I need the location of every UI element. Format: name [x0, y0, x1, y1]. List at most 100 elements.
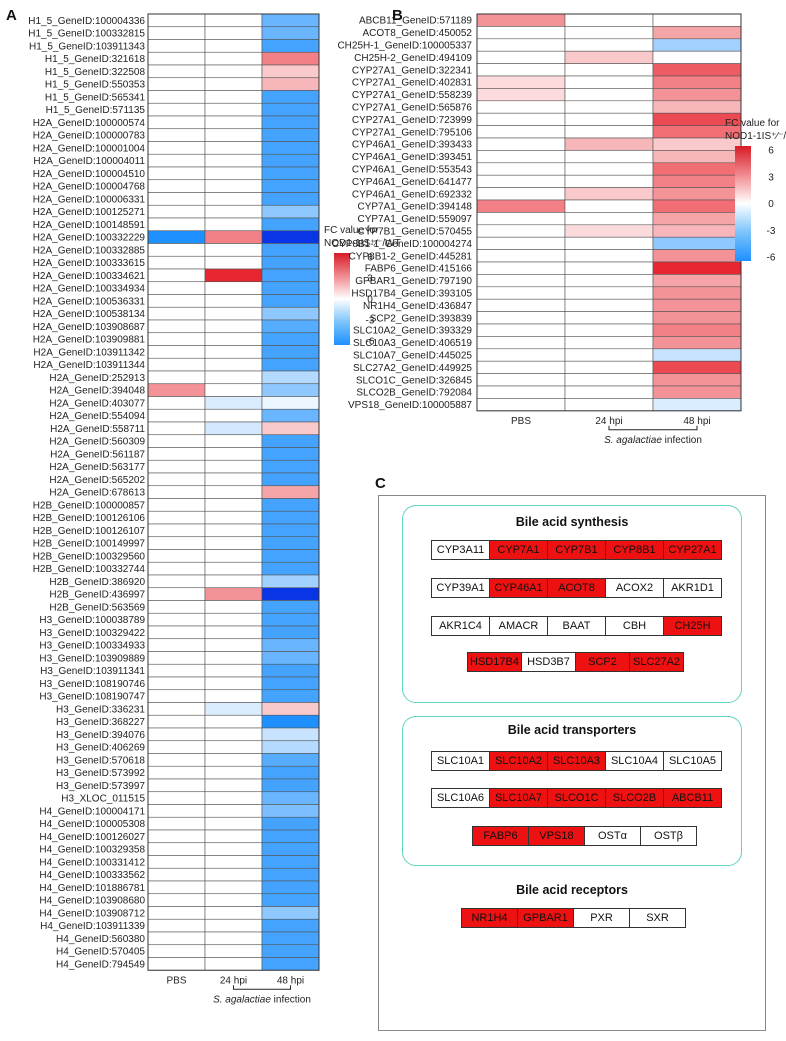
- heat-cell: [476, 311, 566, 325]
- heat-cell: [204, 829, 263, 844]
- heat-cell: [204, 128, 263, 142]
- heat-cell: [564, 236, 654, 250]
- heat-cell: [564, 373, 654, 387]
- heat-cell: [147, 867, 206, 882]
- heat-cell: [147, 702, 206, 716]
- gene-box: GPBAR1: [517, 908, 574, 928]
- column-label: PBS: [166, 975, 186, 986]
- row-label: H2A_GeneID:100332885: [33, 245, 146, 256]
- heat-cell: [147, 893, 206, 907]
- row-label: H4_GeneID:560380: [56, 934, 145, 945]
- heat-cell: [261, 345, 320, 359]
- heat-cell: [147, 255, 206, 270]
- panel-c-frame: [378, 495, 766, 1031]
- heat-cell: [147, 64, 206, 79]
- row-label: H4_GeneID:103908680: [39, 896, 145, 907]
- heat-cell: [652, 286, 742, 300]
- x-axis-label-species: S. agalactiae: [604, 435, 662, 446]
- legend-tick-label: -6: [366, 337, 375, 348]
- heat-cell: [147, 281, 206, 295]
- heat-cell: [204, 523, 263, 538]
- heat-cell: [204, 230, 263, 244]
- heat-cell: [261, 383, 320, 397]
- row-label: CYP27A1_GeneID:558239: [352, 90, 473, 101]
- heat-cell: [261, 396, 320, 410]
- heat-cell: [261, 536, 320, 550]
- legend-tick-label: 0: [768, 199, 774, 210]
- row-label: H2A_GeneID:563177: [49, 462, 145, 473]
- row-label: H3_GeneID:108190746: [39, 679, 145, 690]
- row-label: H3_GeneID:573992: [56, 768, 145, 779]
- heat-cell: [564, 137, 654, 151]
- heat-cell: [564, 398, 654, 412]
- heat-cell: [204, 115, 263, 130]
- gene-box: SLC27A2: [629, 652, 684, 672]
- row-label: H3_GeneID:103911341: [40, 666, 145, 677]
- heat-cell: [564, 174, 654, 188]
- heat-cell: [147, 600, 206, 614]
- heat-cell: [204, 192, 263, 206]
- heat-cell: [204, 217, 263, 232]
- gene-box: VPS18: [528, 826, 585, 846]
- heat-cell: [204, 447, 263, 461]
- row-label: H2B_GeneID:386920: [49, 577, 145, 588]
- heat-cell: [147, 13, 206, 28]
- heat-cell: [476, 187, 566, 201]
- heat-cell: [652, 385, 742, 399]
- column-label: 48 hpi: [277, 975, 304, 986]
- heat-cell: [204, 51, 263, 66]
- row-label: H2A_GeneID:100334934: [33, 284, 146, 295]
- heat-cell: [261, 893, 320, 907]
- row-label: SLC10A7_GeneID:445025: [353, 351, 472, 362]
- heat-cell: [652, 199, 742, 213]
- row-label: H2A_GeneID:100148591: [33, 220, 146, 231]
- row-label: H4_GeneID:101886781: [39, 883, 145, 894]
- heat-cell: [204, 791, 263, 805]
- heat-cell: [652, 336, 742, 350]
- gene-box: FABP6: [472, 826, 529, 846]
- heat-cell: [147, 753, 206, 767]
- row-label: H4_GeneID:103908712: [39, 908, 145, 919]
- heat-cell: [652, 398, 742, 412]
- x-axis-label: S. agalactiae infection: [213, 994, 311, 1005]
- heat-cell: [261, 829, 320, 844]
- heat-cell: [147, 39, 206, 53]
- row-label: H3_GeneID:103909889: [39, 653, 145, 664]
- row-label: NR1H4_GeneID:436847: [363, 301, 472, 312]
- heat-cell: [204, 600, 263, 614]
- heat-cell: [652, 88, 742, 102]
- row-label: H1_5_GeneID:550353: [45, 80, 146, 91]
- heat-cell: [147, 332, 206, 346]
- row-label: H2A_GeneID:103908687: [33, 322, 146, 333]
- row-label: H2A_GeneID:100332229: [33, 233, 146, 244]
- heat-cell: [147, 472, 206, 487]
- row-label: H2A_GeneID:100125271: [33, 207, 146, 218]
- heat-cell: [261, 574, 320, 589]
- row-label: SLC10A2_GeneID:393329: [353, 326, 472, 337]
- heat-cell: [147, 689, 206, 703]
- heat-cell: [147, 906, 206, 920]
- row-label: CYP27A1_GeneID:322341: [352, 65, 473, 76]
- heat-cell: [476, 150, 566, 164]
- heat-cell: [261, 842, 320, 856]
- heat-cell: [204, 536, 263, 550]
- gene-box: SLC10A3: [547, 751, 606, 771]
- row-label: H2A_GeneID:252913: [49, 373, 145, 384]
- transporter-group: [402, 716, 742, 866]
- heat-cell: [147, 345, 206, 359]
- heat-cell: [147, 625, 206, 640]
- row-label: ABCB11_GeneID:571189: [359, 16, 472, 27]
- heat-cell: [476, 398, 566, 412]
- heat-cell: [261, 230, 320, 244]
- row-label: H4_GeneID:100126027: [39, 832, 145, 843]
- row-label: VPS18_GeneID:100005887: [348, 400, 472, 411]
- row-label: H2B_GeneID:100126107: [33, 526, 146, 537]
- row-label: CYP27A1_GeneID:402831: [352, 78, 473, 89]
- heat-cell: [204, 625, 263, 640]
- heat-cell: [147, 485, 206, 499]
- heat-cell: [261, 166, 320, 181]
- synthesis-title: Bile acid synthesis: [515, 515, 629, 529]
- transporters-title: Bile acid transporters: [507, 723, 637, 737]
- row-label: H4_GeneID:100333562: [39, 870, 145, 881]
- x-axis-label: S. agalactiae infection: [604, 435, 702, 446]
